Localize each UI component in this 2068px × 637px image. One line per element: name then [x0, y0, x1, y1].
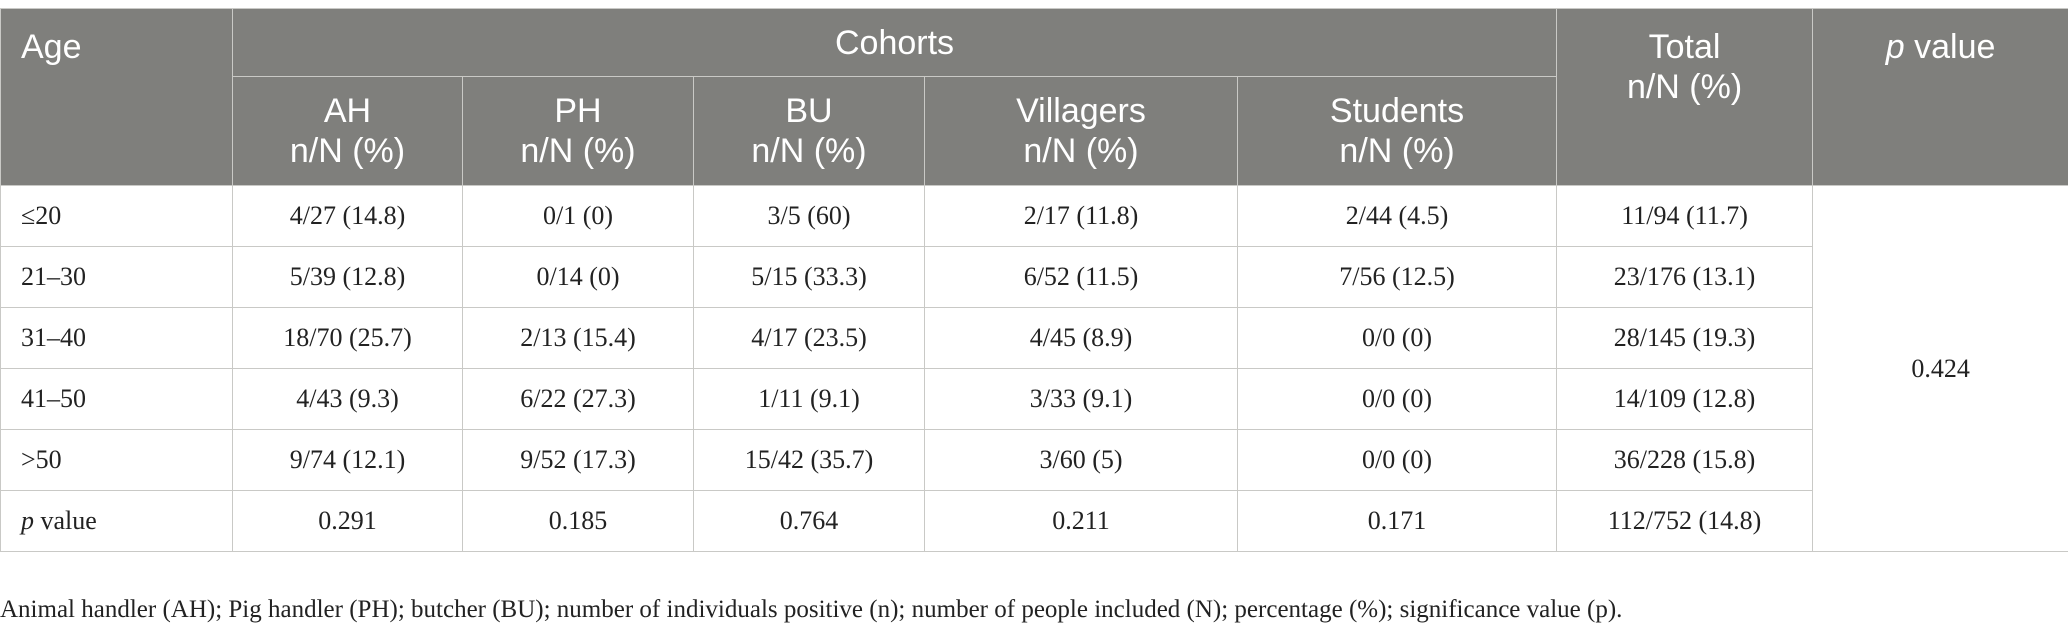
table-cell: 9/52 (17.3) — [462, 429, 694, 491]
table-cell: 18/70 (25.7) — [232, 307, 463, 369]
header-col-name: AH — [323, 92, 372, 130]
table-row: 41–50 4/43 (9.3) 6/22 (27.3) 1/11 (9.1) … — [0, 368, 2068, 430]
row-age-label: 41–50 — [0, 368, 233, 430]
header-pvalue: p value — [1812, 8, 2068, 186]
row-total: 11/94 (11.7) — [1556, 185, 1814, 247]
table-cell: 3/60 (5) — [924, 429, 1238, 491]
header-col-name: Villagers — [1016, 92, 1146, 130]
header-col-unit: n/N (%) — [289, 132, 406, 170]
header-total: Total n/N (%) — [1556, 8, 1814, 186]
table-row: 31–40 18/70 (25.7) 2/13 (15.4) 4/17 (23.… — [0, 307, 2068, 369]
table-row: 21–30 5/39 (12.8) 0/14 (0) 5/15 (33.3) 6… — [0, 246, 2068, 308]
header-col-ah: AH n/N (%) — [232, 76, 463, 186]
table-row: ≤20 4/27 (14.8) 0/1 (0) 3/5 (60) 2/17 (1… — [0, 185, 2068, 552]
header-col-villagers: Villagers n/N (%) — [924, 76, 1238, 186]
table-cell: 0.211 — [924, 490, 1238, 552]
table-cell: 0.171 — [1236, 490, 1558, 552]
table-cell: 2/17 (11.8) — [924, 185, 1238, 247]
table-cell: 4/45 (8.9) — [924, 307, 1238, 369]
table-footnote: Animal handler (AH); Pig handler (PH); b… — [0, 596, 1623, 623]
table-row: >50 9/74 (12.1) 9/52 (17.3) 15/42 (35.7)… — [0, 429, 2068, 491]
row-age-label: ≤20 — [0, 185, 233, 247]
header-col-name: Students — [1329, 92, 1465, 130]
table-cell: 4/27 (14.8) — [232, 185, 463, 247]
table-cell: 15/42 (35.7) — [693, 429, 925, 491]
table-cell: 3/33 (9.1) — [924, 368, 1238, 430]
row-age-label: >50 — [0, 429, 233, 491]
table-cell: 0/14 (0) — [462, 246, 694, 308]
header-col-unit: n/N (%) — [751, 132, 867, 170]
header-col-unit: n/N (%) — [1023, 132, 1139, 170]
table-cell: 7/56 (12.5) — [1236, 246, 1558, 308]
table-cell: 3/5 (60) — [693, 185, 925, 247]
table-cell: 0.291 — [232, 490, 463, 552]
table-cell: 4/17 (23.5) — [693, 307, 925, 369]
table-cell: 0/0 (0) — [1236, 429, 1558, 491]
table-cell: 2/13 (15.4) — [462, 307, 694, 369]
header-pvalue-p: p — [1885, 28, 1905, 66]
header-pvalue-text: value — [1904, 28, 1996, 66]
header-col-unit: n/N (%) — [520, 132, 636, 170]
table-cell: 5/39 (12.8) — [232, 246, 463, 308]
header-total-label: Total — [1648, 28, 1721, 66]
header-col-ph: PH n/N (%) — [462, 76, 694, 186]
table-cell: 1/11 (9.1) — [693, 368, 925, 430]
header-col-students: Students n/N (%) — [1236, 76, 1558, 186]
table-cell: 0/0 (0) — [1236, 307, 1558, 369]
pvalue-row-label: p value — [0, 490, 233, 552]
row-total: 112/752 (14.8) — [1556, 490, 1814, 552]
table-cell: 5/15 (33.3) — [693, 246, 925, 308]
table-cell: 9/74 (12.1) — [232, 429, 463, 491]
overall-pvalue: 0.424 — [1812, 185, 2068, 552]
row-total: 36/228 (15.8) — [1556, 429, 1814, 491]
row-age-label: 21–30 — [0, 246, 233, 308]
row-total: 14/109 (12.8) — [1556, 368, 1814, 430]
header-col-unit: n/N (%) — [1339, 132, 1455, 170]
row-total: 23/176 (13.1) — [1556, 246, 1814, 308]
pvalue-row: p value 0.291 0.185 0.764 0.211 0.171 11… — [0, 490, 2068, 552]
header-cohorts: Cohorts — [231, 8, 1558, 77]
table-cell: 0/0 (0) — [1236, 368, 1558, 430]
table-cell: 0.185 — [462, 490, 694, 552]
table-cell: 0/1 (0) — [462, 185, 694, 247]
header-col-name: BU — [785, 92, 833, 130]
table-cell: 0.764 — [693, 490, 925, 552]
row-age-label: 31–40 — [0, 307, 233, 369]
header-col-name: PH — [554, 92, 602, 130]
header-age: Age — [0, 8, 233, 186]
table-cell: 6/52 (11.5) — [924, 246, 1238, 308]
pvalue-row-p: p — [21, 506, 34, 535]
pvalue-row-text: value — [34, 506, 97, 535]
row-total: 28/145 (19.3) — [1556, 307, 1814, 369]
table-cell: 2/44 (4.5) — [1236, 185, 1558, 247]
table-cell: 4/43 (9.3) — [232, 368, 463, 430]
header-total-unit: n/N (%) — [1626, 68, 1743, 106]
results-table: Age Cohorts Total n/N (%) p value AH n/N… — [0, 8, 2068, 552]
table-cell: 6/22 (27.3) — [462, 368, 694, 430]
header-col-bu: BU n/N (%) — [693, 76, 925, 186]
